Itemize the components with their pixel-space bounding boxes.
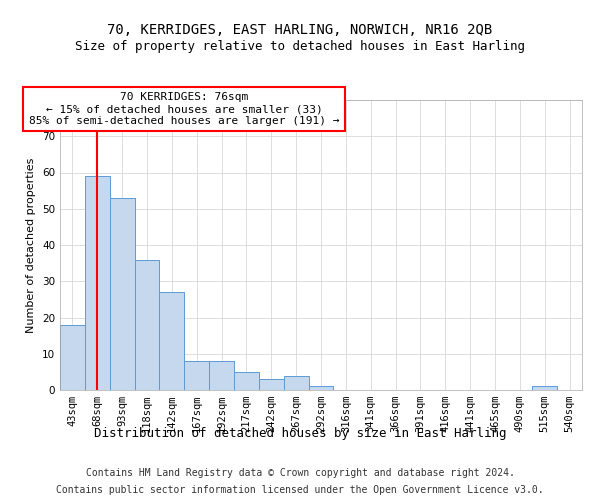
- Bar: [209, 361, 234, 390]
- Bar: [110, 198, 134, 390]
- Text: 70 KERRIDGES: 76sqm
← 15% of detached houses are smaller (33)
85% of semi-detach: 70 KERRIDGES: 76sqm ← 15% of detached ho…: [29, 92, 340, 126]
- Bar: [85, 176, 110, 390]
- Text: 70, KERRIDGES, EAST HARLING, NORWICH, NR16 2QB: 70, KERRIDGES, EAST HARLING, NORWICH, NR…: [107, 22, 493, 36]
- Bar: [308, 386, 334, 390]
- Bar: [284, 376, 308, 390]
- Bar: [184, 361, 209, 390]
- Bar: [532, 386, 557, 390]
- Bar: [134, 260, 160, 390]
- Bar: [60, 325, 85, 390]
- Text: Distribution of detached houses by size in East Harling: Distribution of detached houses by size …: [94, 428, 506, 440]
- Y-axis label: Number of detached properties: Number of detached properties: [26, 158, 37, 332]
- Text: Contains public sector information licensed under the Open Government Licence v3: Contains public sector information licen…: [56, 485, 544, 495]
- Text: Size of property relative to detached houses in East Harling: Size of property relative to detached ho…: [75, 40, 525, 53]
- Bar: [259, 379, 284, 390]
- Text: Contains HM Land Registry data © Crown copyright and database right 2024.: Contains HM Land Registry data © Crown c…: [86, 468, 514, 477]
- Bar: [234, 372, 259, 390]
- Bar: [160, 292, 184, 390]
